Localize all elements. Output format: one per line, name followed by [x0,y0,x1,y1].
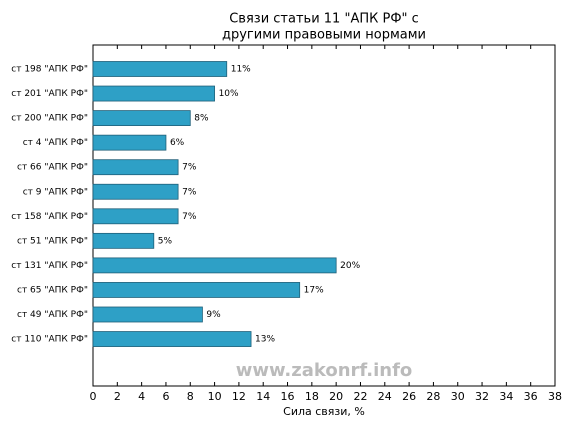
value-label: 6% [170,138,185,148]
bar [92,232,155,249]
y-tick-label: ст 198 "АПК РФ" [11,65,88,75]
x-tick-label: 14 [256,390,270,403]
x-tick-label: 16 [281,390,295,403]
y-tick-label: ст 158 "АПК РФ" [11,212,88,222]
x-tick-label: 4 [138,390,145,403]
x-tick-label: 20 [329,390,343,403]
bar [92,282,301,298]
x-tick-label: 0 [90,390,97,403]
y-tick-label: ст 51 "АПК РФ" [17,236,88,246]
value-label: 7% [182,163,197,173]
bar [92,134,167,151]
bar [92,85,215,102]
x-tick-label: 10 [208,390,222,403]
x-tick-label: 8 [187,390,194,403]
y-tick-label: ст 65 "АПК РФ" [17,285,88,295]
value-label: 8% [194,114,209,124]
chart-title: другими правовыми нормами [222,28,426,43]
value-label: 7% [182,187,197,197]
value-label: 17% [304,285,324,295]
watermark: www.zakonrf.info [236,360,413,381]
value-label: 7% [182,212,197,222]
value-label: 13% [255,335,275,345]
x-axis-label: Сила связи, % [283,405,365,418]
y-tick-label: ст 4 "АПК РФ" [23,138,88,148]
bar [92,110,191,126]
x-tick-label: 36 [524,390,538,403]
bar [92,257,337,274]
value-label: 9% [206,310,221,320]
x-tick-label: 18 [305,390,319,403]
bar [92,331,252,347]
x-tick-label: 26 [402,390,416,403]
value-label: 10% [219,89,239,99]
y-tick-label: ст 200 "АПК РФ" [11,114,88,124]
bar [92,306,203,323]
x-tick-label: 2 [114,390,121,403]
x-tick-label: 22 [353,390,367,403]
value-label: 11% [231,65,251,75]
bar [92,208,179,225]
x-tick-label: 32 [475,390,489,403]
x-tick-label: 34 [499,390,513,403]
x-tick-label: 38 [548,390,562,403]
y-tick-label: ст 131 "АПК РФ" [11,261,88,271]
x-tick-label: 12 [232,390,246,403]
y-tick-label: ст 201 "АПК РФ" [11,89,88,99]
value-label: 20% [340,261,360,271]
x-tick-label: 30 [451,390,465,403]
bar [92,183,179,200]
y-tick-label: ст 49 "АПК РФ" [17,310,88,320]
x-tick-label: 28 [426,390,440,403]
chart-title: Связи статьи 11 "АПК РФ" с [229,12,419,27]
x-tick-label: 24 [378,390,392,403]
y-tick-label: ст 110 "АПК РФ" [11,335,88,345]
y-tick-label: ст 9 "АПК РФ" [23,187,88,197]
value-label: 5% [158,236,173,246]
x-tick-label: 6 [162,390,169,403]
y-tick-label: ст 66 "АПК РФ" [17,163,88,173]
bar [92,61,228,77]
bar [92,159,179,176]
